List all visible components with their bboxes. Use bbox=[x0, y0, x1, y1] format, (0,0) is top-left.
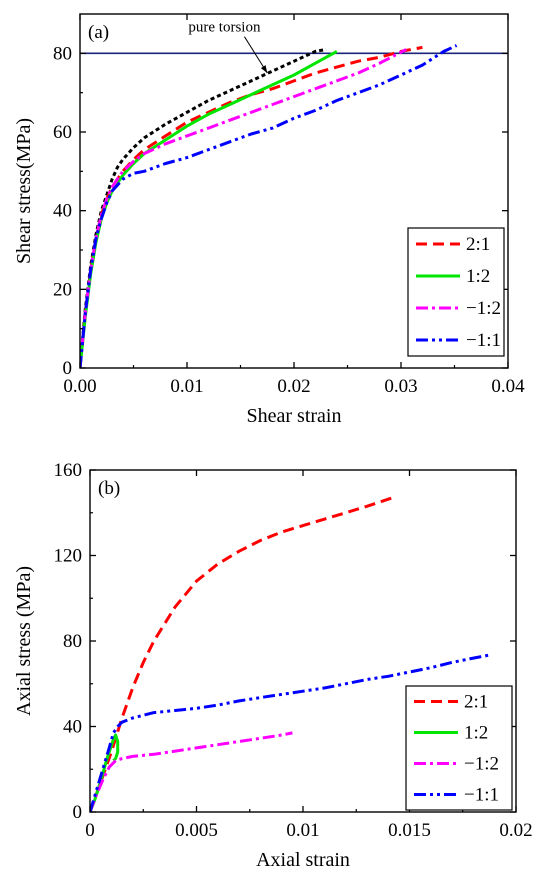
legend-label: −1:1 bbox=[464, 785, 499, 806]
series-line-21-0 bbox=[90, 496, 393, 812]
y-tick-label: 80 bbox=[53, 43, 72, 64]
series-group bbox=[80, 44, 458, 368]
legend: 2:1 1:2 −1:2 −1:1 bbox=[407, 227, 505, 357]
legend-box bbox=[407, 227, 505, 357]
legend-label: 1:2 bbox=[464, 723, 488, 744]
y-tick-label: 40 bbox=[53, 201, 72, 222]
x-axis-title: Shear strain bbox=[247, 405, 342, 427]
x-tick-label: 0.015 bbox=[388, 820, 431, 841]
legend-label: −1:2 bbox=[466, 298, 501, 319]
series-group bbox=[90, 496, 491, 812]
series-line-12-3 bbox=[80, 48, 407, 368]
legend-label: 2:1 bbox=[466, 234, 490, 255]
annotation-text: pure torsion bbox=[188, 20, 261, 36]
panel-label: (b) bbox=[98, 478, 120, 499]
legend-label: 1:2 bbox=[466, 266, 490, 287]
chart-panel-1: 0.00 0.01 0.02 0.03 0.04 0 20 40 60 80 Shear strai… bbox=[13, 13, 525, 427]
legend: 2:1 1:2 −1:2 −1:1 bbox=[405, 685, 513, 811]
y-axis-title: Axial stress (MPa) bbox=[13, 566, 35, 716]
y-tick-label: 40 bbox=[63, 717, 82, 738]
y-tick-label: 80 bbox=[63, 631, 82, 652]
panel-label: (a) bbox=[88, 22, 109, 43]
series-line-12-2 bbox=[90, 731, 293, 812]
legend-label: 2:1 bbox=[464, 692, 488, 713]
series-line-11-3 bbox=[90, 653, 491, 812]
legend-box bbox=[405, 685, 513, 811]
legend-label: −1:2 bbox=[464, 754, 499, 775]
annotation-arrowhead bbox=[260, 65, 268, 73]
x-tick-label: 0.01 bbox=[170, 376, 203, 397]
legend-label: −1:1 bbox=[466, 330, 501, 351]
x-tick-label: 0.02 bbox=[499, 820, 532, 841]
x-tick-label: 0.03 bbox=[384, 376, 417, 397]
x-axis-title: Axial strain bbox=[256, 849, 350, 871]
y-tick-label: 0 bbox=[73, 802, 83, 823]
x-tick-label: 0.04 bbox=[491, 376, 525, 397]
series-line-reference-0 bbox=[80, 47, 327, 368]
x-tick-label: 0.00 bbox=[63, 376, 96, 397]
y-tick-label: 60 bbox=[53, 122, 72, 143]
x-tick-label: 0.005 bbox=[175, 820, 218, 841]
x-tick-label: 0 bbox=[85, 820, 95, 841]
y-tick-label: 120 bbox=[54, 546, 83, 567]
series-line-12-1 bbox=[90, 733, 120, 812]
y-axis-title: Shear stress(MPa) bbox=[13, 118, 35, 264]
chart-panel-2: 0 0.005 0.01 0.015 0.02 0 40 80 120 160 Axial stra… bbox=[13, 460, 533, 871]
y-tick-label: 20 bbox=[53, 279, 72, 300]
y-tick-label: 0 bbox=[63, 358, 73, 379]
series-line-12-2 bbox=[80, 50, 338, 368]
series-line-11-4 bbox=[80, 44, 458, 368]
x-tick-label: 0.02 bbox=[277, 376, 310, 397]
y-tick-label: 160 bbox=[54, 460, 83, 481]
x-tick-label: 0.01 bbox=[286, 820, 319, 841]
